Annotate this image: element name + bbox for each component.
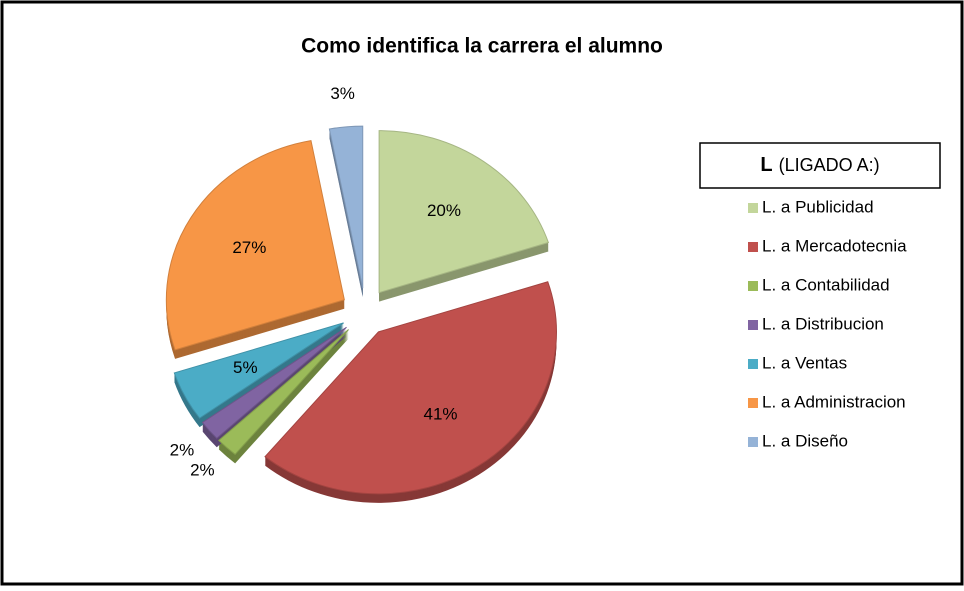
chart-title: Como identifica la carrera el alumno	[301, 35, 663, 58]
legend-title-bold: L	[760, 154, 772, 176]
slice	[378, 130, 550, 294]
legend-label: L. a Contabilidad	[762, 275, 890, 294]
data-label: 3%	[330, 84, 355, 103]
legend-label: L. a Distribucion	[762, 314, 884, 333]
data-label: 2%	[190, 461, 215, 480]
legend-swatch	[748, 242, 758, 252]
legend-label: L. a Ventas	[762, 353, 847, 372]
legend-swatch	[748, 359, 758, 369]
legend-label: L. a Mercadotecnia	[762, 236, 907, 255]
slice	[173, 322, 344, 419]
legend-title: L (LIGADO A:)	[760, 154, 879, 176]
legend-swatch	[748, 320, 758, 330]
legend-label: L. a Diseño	[762, 431, 848, 450]
legend-swatch	[748, 437, 758, 447]
slice	[328, 125, 364, 289]
slice	[201, 326, 347, 439]
data-label: 2%	[170, 441, 195, 460]
legend-label: L. a Publicidad	[762, 197, 874, 216]
slice	[218, 329, 349, 455]
legend-swatch	[748, 203, 758, 213]
data-label: 20%	[427, 201, 461, 220]
slice	[264, 281, 557, 495]
slice	[165, 140, 345, 351]
legend-swatch	[748, 398, 758, 408]
data-label: 41%	[424, 404, 458, 423]
legend-swatch	[748, 281, 758, 291]
legend-label: L. a Administracion	[762, 392, 906, 411]
data-label: 27%	[232, 238, 266, 257]
data-label: 5%	[233, 358, 258, 377]
legend-title-box	[699, 142, 941, 189]
legend-title-text: (LIGADO A:)	[779, 155, 880, 175]
